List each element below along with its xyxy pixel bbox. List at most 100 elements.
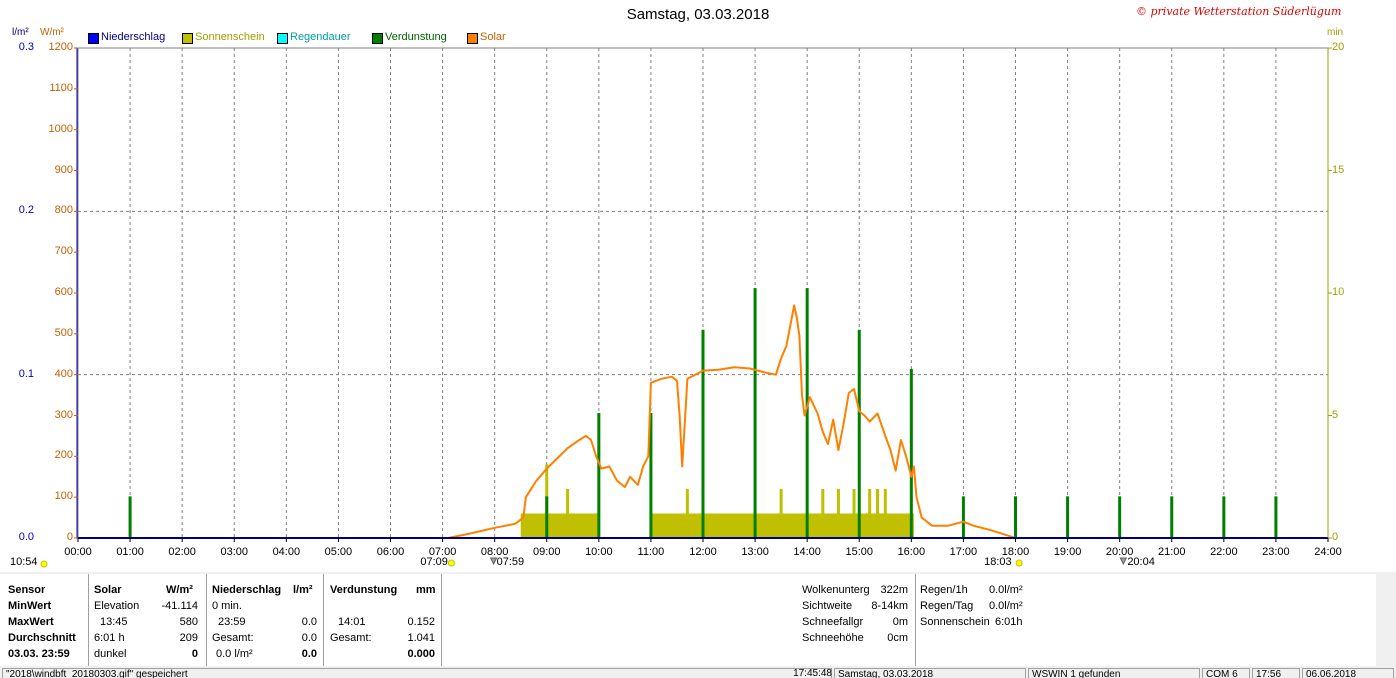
status-port: COM 6 <box>1202 668 1250 678</box>
solar-tick-label: 400 <box>54 367 73 380</box>
legend-label: Solar <box>480 31 506 43</box>
sunshine-label: Sonnenschein <box>920 616 990 628</box>
evaporation-bar <box>909 368 913 538</box>
chart-svg <box>40 47 1332 568</box>
legend-swatch <box>277 33 288 44</box>
sun-dot-icon <box>1015 559 1023 567</box>
rain-day-label: Regen/Tag <box>920 600 974 612</box>
x-tick-label: 12:00 <box>689 546 717 558</box>
solar-unit: W/m² <box>166 584 193 596</box>
evaporation-bar <box>701 329 705 538</box>
rain-max-time: 23:59 <box>218 616 246 628</box>
rain-current-value: 0.0 <box>301 648 317 660</box>
solar-min-label: Elevation <box>94 600 140 612</box>
legend-label: Niederschlag <box>101 31 166 43</box>
legend-swatch <box>182 33 193 44</box>
sunshine-spike <box>821 489 825 538</box>
rain-tick-label: 0.3 <box>18 41 34 53</box>
evaporation-bar <box>857 329 861 538</box>
sunshine-spike <box>868 489 872 538</box>
snow-depth-value: 0cm <box>887 632 908 644</box>
legend-swatch <box>467 33 478 44</box>
evaporation-bar <box>961 496 965 538</box>
x-tick-label: 15:00 <box>845 546 874 558</box>
solar-tick-label: 300 <box>54 408 73 421</box>
rain-current-label: 0.0 l/m² <box>216 648 253 660</box>
rain-max-value: 0.0 <box>301 616 317 628</box>
sunshine-value: 6:01h <box>995 616 1023 628</box>
rain-tick-label: 0.0 <box>18 531 34 543</box>
evap-total-label: Gesamt: <box>330 632 372 644</box>
info-panel: Sensor MinWert MaxWert Durchschnitt 03.0… <box>0 574 1376 666</box>
evaporation-bar <box>649 413 653 538</box>
sunshine-spike <box>779 489 783 538</box>
sunshine-spike <box>883 489 887 538</box>
minutes-tick-label: 15 <box>1332 163 1345 176</box>
x-tick-label: 24:00 <box>1314 546 1342 558</box>
durchschnitt-label: Durchschnitt <box>8 632 76 644</box>
solar-max-time: 13:45 <box>100 616 128 628</box>
evaporation-bar <box>1274 496 1278 538</box>
maxwert-label: MaxWert <box>8 616 54 628</box>
rain-min-label: 0 min. <box>212 600 242 612</box>
status-bar: "2018\windbft_20180303.gif" gespeichert … <box>0 668 1396 678</box>
evap-max-value: 0.152 <box>407 616 435 628</box>
x-tick-label: 21:00 <box>1157 546 1186 558</box>
x-tick-label: 22:00 <box>1210 546 1238 558</box>
solar-tick-label: 800 <box>54 204 73 217</box>
chart-area: Samstag, 03.03.2018 © private Wetterstat… <box>0 0 1396 572</box>
moon-triangle-icon <box>1119 557 1128 566</box>
sensor-header: Sensor <box>8 584 46 596</box>
axes-layer <box>40 47 1332 568</box>
solar-header: Solar <box>94 584 122 596</box>
solar-tick-label: 500 <box>54 326 73 339</box>
rain-1h-value: 0.0l/m² <box>989 584 1023 596</box>
evap-current-value: 0.000 <box>407 648 435 660</box>
copyright-label: © private Wetterstation Süderlügum <box>1136 5 1342 18</box>
minwert-label: MinWert <box>8 600 52 612</box>
solar-tick-label: 1200 <box>48 41 73 53</box>
solar-tick-label: 100 <box>54 490 73 503</box>
sunshine-spike <box>685 489 689 538</box>
x-tick-label: 04:00 <box>272 546 301 558</box>
visibility-label: Sichtweite <box>802 600 853 612</box>
legend-label: Regendauer <box>290 31 351 43</box>
x-tick-label: 10:00 <box>585 546 613 558</box>
evap-header: Verdunstung <box>330 584 398 596</box>
time-marker-label: 18:03 <box>984 556 1012 568</box>
sunshine-spike <box>875 489 879 538</box>
sunshine-spike <box>836 489 840 538</box>
status-date: Samstag, 03.03.2018 <box>834 668 1026 678</box>
sunshine-spike <box>852 489 856 538</box>
x-tick-label: 16:00 <box>897 546 926 558</box>
x-tick-label: 03:00 <box>220 546 249 558</box>
unit-right: min <box>1327 27 1344 38</box>
x-tick-label: 08:00 <box>480 546 509 558</box>
snowline-label: Schneefallgr <box>802 616 864 628</box>
evaporation-bar <box>805 288 809 538</box>
sunshine-spike <box>566 489 570 538</box>
rain-1h-label: Regen/1h <box>920 584 968 596</box>
sun-dot-icon <box>40 560 48 568</box>
time-marker-label: 07:59 <box>496 556 525 568</box>
bars-layer <box>128 288 1278 538</box>
rain-tick-label: 0.2 <box>18 204 34 217</box>
x-tick-label: 01:00 <box>116 546 144 558</box>
solar-current-label: dunkel <box>94 648 127 660</box>
evaporation-bar <box>1170 496 1174 538</box>
solar-tick-label: 900 <box>54 163 73 176</box>
x-tick-label: 18:00 <box>1001 546 1030 558</box>
x-tick-label: 14:00 <box>793 546 821 558</box>
solar-line <box>447 304 1016 539</box>
legend-label: Verdunstung <box>385 31 447 43</box>
minutes-tick-label: 0 <box>1332 531 1339 543</box>
x-tick-label: 13:00 <box>741 546 769 558</box>
solar-tick-label: 1000 <box>48 122 73 135</box>
evap-unit: mm <box>416 584 436 596</box>
moon-triangle-icon <box>489 557 498 566</box>
x-tick-label: 07:00 <box>428 546 457 558</box>
date-label: 03.03. 23:59 <box>8 648 70 660</box>
status-file: "2018\windbft_20180303.gif" gespeichert <box>2 668 832 678</box>
legend-label: Sonnenschein <box>195 31 265 43</box>
evaporation-bar <box>597 413 601 538</box>
